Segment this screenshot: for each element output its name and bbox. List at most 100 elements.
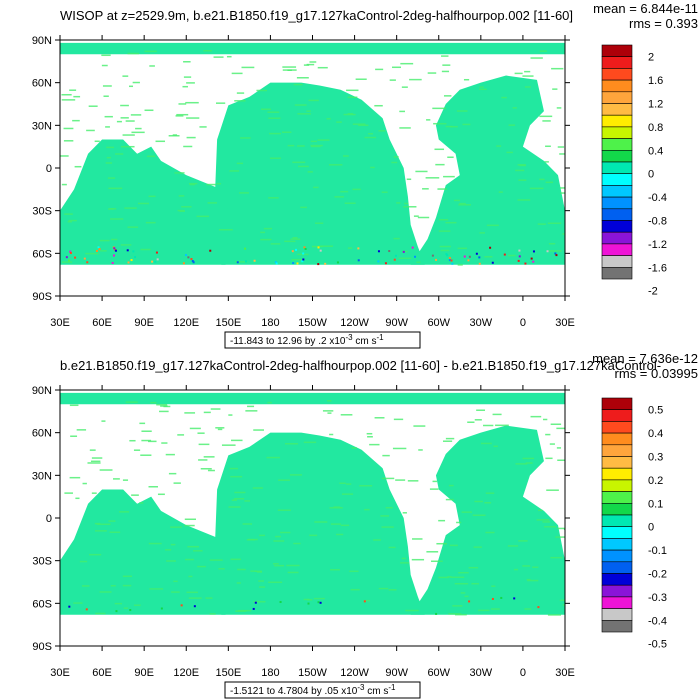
field-texture	[229, 170, 240, 172]
field-texture	[105, 126, 110, 128]
field-texture	[507, 254, 516, 257]
field-texture	[532, 260, 535, 263]
field-texture	[346, 483, 352, 485]
field-texture	[515, 169, 525, 172]
field-texture	[205, 597, 213, 599]
field-texture	[562, 233, 565, 235]
field-texture	[445, 437, 455, 440]
field-texture	[434, 148, 445, 151]
field-texture	[79, 560, 88, 563]
field-texture	[258, 580, 264, 582]
field-texture	[512, 107, 517, 109]
field-texture	[495, 424, 509, 427]
field-texture	[159, 410, 169, 413]
field-texture	[141, 430, 152, 432]
field-texture	[191, 260, 194, 263]
field-texture	[278, 479, 290, 481]
field-texture	[310, 140, 317, 143]
colorbar-swatch	[601, 208, 633, 221]
field-texture	[317, 139, 330, 141]
field-texture	[168, 135, 180, 137]
field-texture	[203, 456, 215, 458]
field-texture	[448, 613, 462, 615]
field-texture	[537, 223, 546, 225]
field-texture	[166, 560, 176, 562]
field-texture	[165, 549, 172, 551]
field-texture	[374, 104, 383, 107]
field-texture	[124, 207, 137, 209]
field-texture	[398, 257, 412, 260]
colorbar-swatch	[601, 409, 633, 422]
field-texture	[99, 591, 112, 593]
field-texture	[242, 523, 253, 525]
lon-tick-label: 180	[261, 667, 279, 679]
colorbar-swatch	[601, 56, 633, 69]
field-texture	[475, 252, 478, 255]
field-texture	[181, 206, 192, 208]
field-texture	[231, 439, 243, 442]
panel-title: WISOP at z=2529.9m, b.e21.B1850.f19_g17.…	[60, 8, 573, 23]
field-texture	[381, 477, 395, 480]
field-texture	[448, 484, 454, 487]
field-texture	[148, 195, 156, 198]
colorbar-swatch	[601, 584, 633, 598]
field-texture	[61, 183, 67, 186]
field-texture	[393, 156, 399, 158]
field-texture	[120, 104, 129, 107]
field-texture	[301, 260, 304, 263]
field-texture	[450, 259, 453, 262]
field-texture	[556, 447, 562, 449]
field-texture	[284, 240, 296, 243]
field-texture	[119, 511, 130, 513]
field-texture	[317, 601, 320, 604]
lon-tick-label: 30W	[470, 317, 493, 329]
field-texture	[513, 597, 516, 600]
field-texture	[381, 526, 394, 528]
field-texture	[196, 215, 210, 218]
field-texture	[64, 213, 73, 215]
field-texture	[549, 250, 562, 252]
field-texture	[400, 62, 414, 65]
field-texture	[187, 256, 190, 259]
field-texture	[467, 421, 475, 423]
field-texture	[400, 562, 410, 564]
field-texture	[108, 187, 123, 190]
field-texture	[518, 179, 527, 181]
lat-tick-label: 0	[46, 163, 52, 175]
field-texture	[248, 538, 258, 541]
field-texture	[384, 262, 387, 265]
field-texture	[473, 546, 482, 548]
ocean-basin-0	[214, 432, 425, 615]
field-texture	[468, 600, 471, 603]
field-texture	[518, 540, 528, 542]
field-texture	[178, 195, 185, 197]
ocean-field	[60, 42, 565, 266]
field-texture	[144, 50, 157, 53]
field-texture	[458, 571, 469, 574]
field-texture	[306, 63, 315, 66]
field-texture	[347, 96, 358, 99]
field-texture	[170, 543, 176, 546]
field-texture	[68, 605, 71, 608]
field-texture	[351, 447, 357, 449]
field-texture	[139, 502, 144, 504]
field-texture	[290, 238, 301, 240]
field-texture	[60, 155, 69, 157]
field-texture	[217, 428, 223, 431]
colorbar-label: 0.3	[648, 452, 663, 464]
field-texture	[186, 136, 196, 139]
field-texture	[537, 509, 543, 512]
ocean-basin-3	[60, 42, 565, 55]
field-texture	[445, 221, 457, 224]
lon-tick-label: 30W	[470, 667, 493, 679]
lon-tick-label: 150E	[215, 317, 241, 329]
field-texture	[422, 188, 429, 190]
field-texture	[106, 156, 112, 159]
field-texture	[501, 96, 507, 99]
field-texture	[547, 614, 561, 616]
lon-tick-label: 120W	[340, 667, 369, 679]
rms-label: rms = 0.03995	[615, 366, 698, 381]
field-texture	[373, 539, 381, 541]
field-texture	[140, 248, 151, 251]
field-texture	[545, 145, 551, 148]
